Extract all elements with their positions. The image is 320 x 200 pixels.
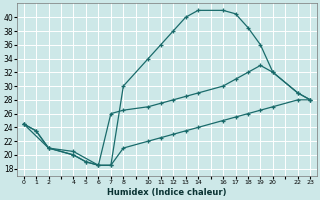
X-axis label: Humidex (Indice chaleur): Humidex (Indice chaleur) [107,188,227,197]
